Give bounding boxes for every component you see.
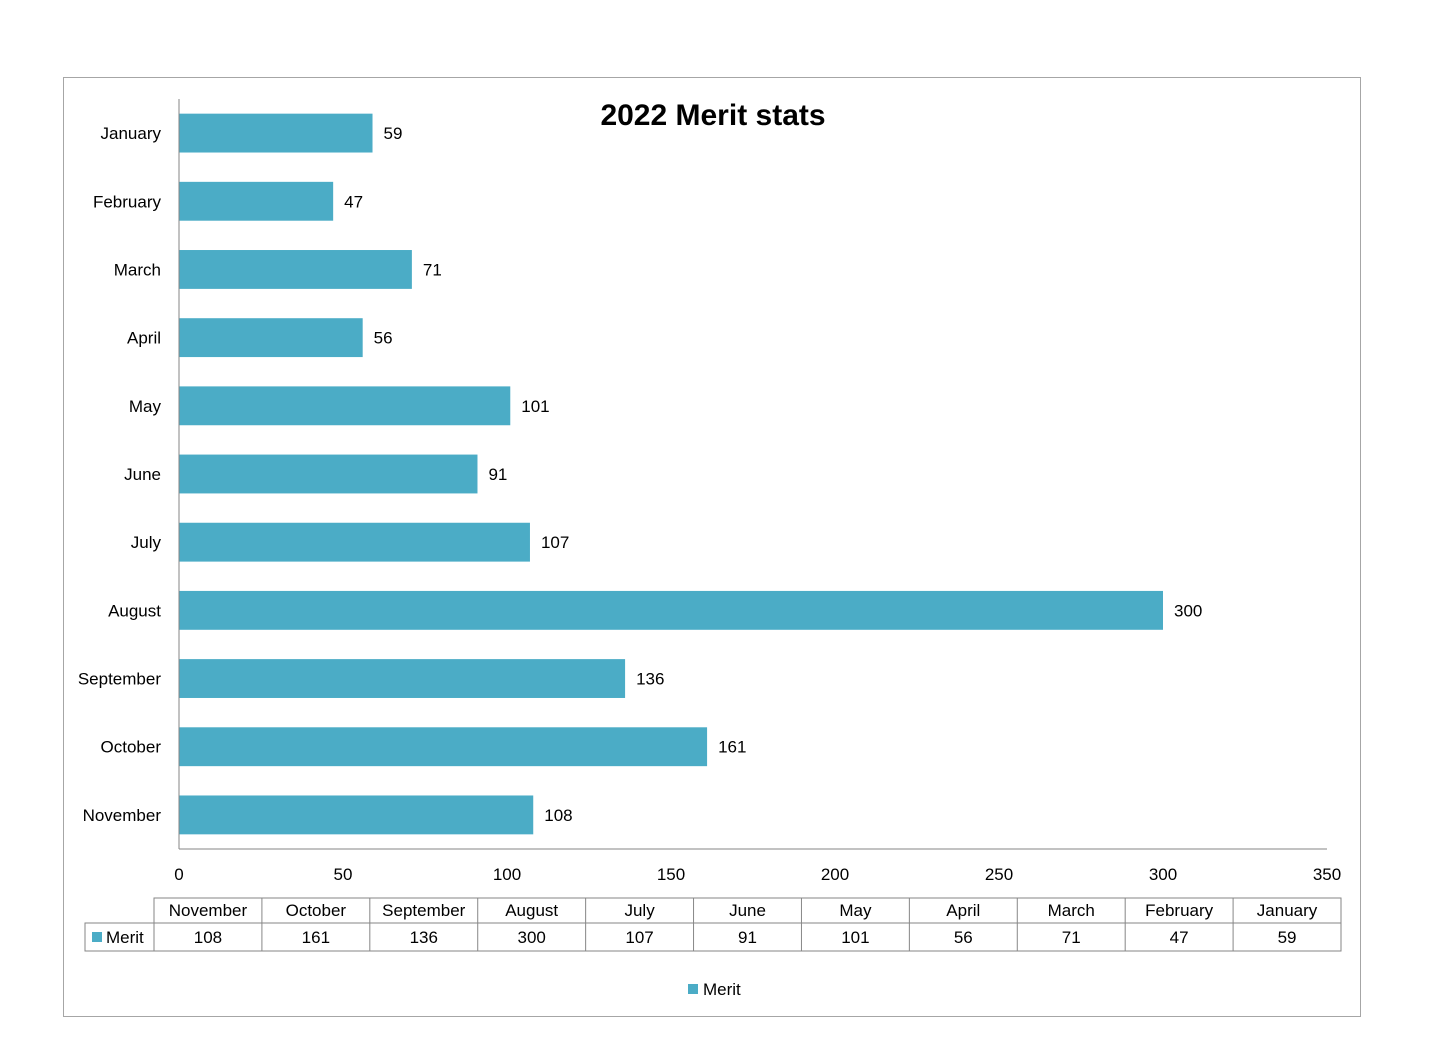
category-label: May — [129, 397, 162, 416]
category-label: June — [124, 465, 161, 484]
bar-march — [179, 250, 412, 289]
bar-february — [179, 181, 334, 221]
x-tick-label: 350 — [1313, 865, 1341, 884]
x-tick-label: 250 — [985, 865, 1013, 884]
table-value-cell: 101 — [841, 928, 869, 947]
data-label: 136 — [636, 670, 664, 689]
x-tick-label: 100 — [493, 865, 521, 884]
table-value-cell: 56 — [954, 928, 973, 947]
legend-key — [688, 984, 698, 994]
data-label: 161 — [718, 738, 746, 757]
table-header-cell: October — [286, 901, 347, 920]
category-label: February — [93, 192, 162, 211]
x-tick-label: 300 — [1149, 865, 1177, 884]
table-value-cell: 71 — [1062, 928, 1081, 947]
table-value-cell: 107 — [625, 928, 653, 947]
bar-september — [179, 659, 626, 698]
data-table: November 108 October 161 September 136 August 3… — [84, 897, 1342, 952]
data-label: 71 — [423, 260, 442, 279]
bar-may — [179, 386, 511, 426]
table-value-cell: 136 — [410, 928, 438, 947]
table-header-cell: September — [382, 901, 465, 920]
table-header-cell: May — [839, 901, 872, 920]
table-header-cell: February — [1145, 901, 1214, 920]
legend-label: Merit — [703, 980, 741, 999]
bar-june — [179, 454, 478, 494]
category-label: March — [114, 260, 161, 279]
data-label: 59 — [384, 124, 403, 143]
category-label: July — [131, 533, 162, 552]
data-label: 101 — [521, 397, 549, 416]
table-header-cell: March — [1048, 901, 1095, 920]
bar-april — [179, 318, 363, 358]
data-label: 108 — [544, 806, 572, 825]
bar-november — [179, 795, 534, 835]
data-label: 91 — [488, 465, 507, 484]
table-header-cell: June — [729, 901, 766, 920]
table-value-cell: 47 — [1170, 928, 1189, 947]
axis-layer: January February March April May June July Augu… — [78, 99, 1341, 884]
category-label: November — [83, 806, 162, 825]
category-label: January — [101, 124, 162, 143]
legend: Merit — [688, 980, 741, 999]
chart-title: 2022 Merit stats — [600, 99, 825, 132]
table-header-cell: August — [505, 901, 558, 920]
table-header-cell: April — [946, 901, 980, 920]
category-label: April — [127, 329, 161, 348]
category-label: October — [101, 738, 162, 757]
table-value-cell: 108 — [194, 928, 222, 947]
bar-january — [179, 113, 373, 153]
table-value-cell: 300 — [517, 928, 545, 947]
table-value-cell: 91 — [738, 928, 757, 947]
bars-layer: 59 47 71 56 101 91 107 300 136 161 108 — [179, 113, 1202, 835]
data-label: 300 — [1174, 601, 1202, 620]
bar-october — [179, 727, 708, 767]
table-header-cell: November — [169, 901, 248, 920]
x-tick-label: 200 — [821, 865, 849, 884]
bar-july — [179, 522, 530, 562]
category-label: September — [78, 670, 161, 689]
x-tick-label: 150 — [657, 865, 685, 884]
x-tick-label: 0 — [174, 865, 183, 884]
table-header-cell: January — [1257, 901, 1318, 920]
bar-august — [179, 590, 1163, 630]
table-header-cell: July — [624, 901, 655, 920]
row-label-cell — [84, 922, 155, 952]
category-label: August — [108, 601, 161, 620]
table-value-cell: 59 — [1278, 928, 1297, 947]
table-row-label: Merit — [106, 928, 144, 947]
data-label: 107 — [541, 533, 569, 552]
row-legend-key — [92, 932, 102, 942]
data-label: 56 — [374, 329, 393, 348]
x-tick-label: 50 — [334, 865, 353, 884]
data-label: 47 — [344, 192, 363, 211]
table-value-cell: 161 — [302, 928, 330, 947]
